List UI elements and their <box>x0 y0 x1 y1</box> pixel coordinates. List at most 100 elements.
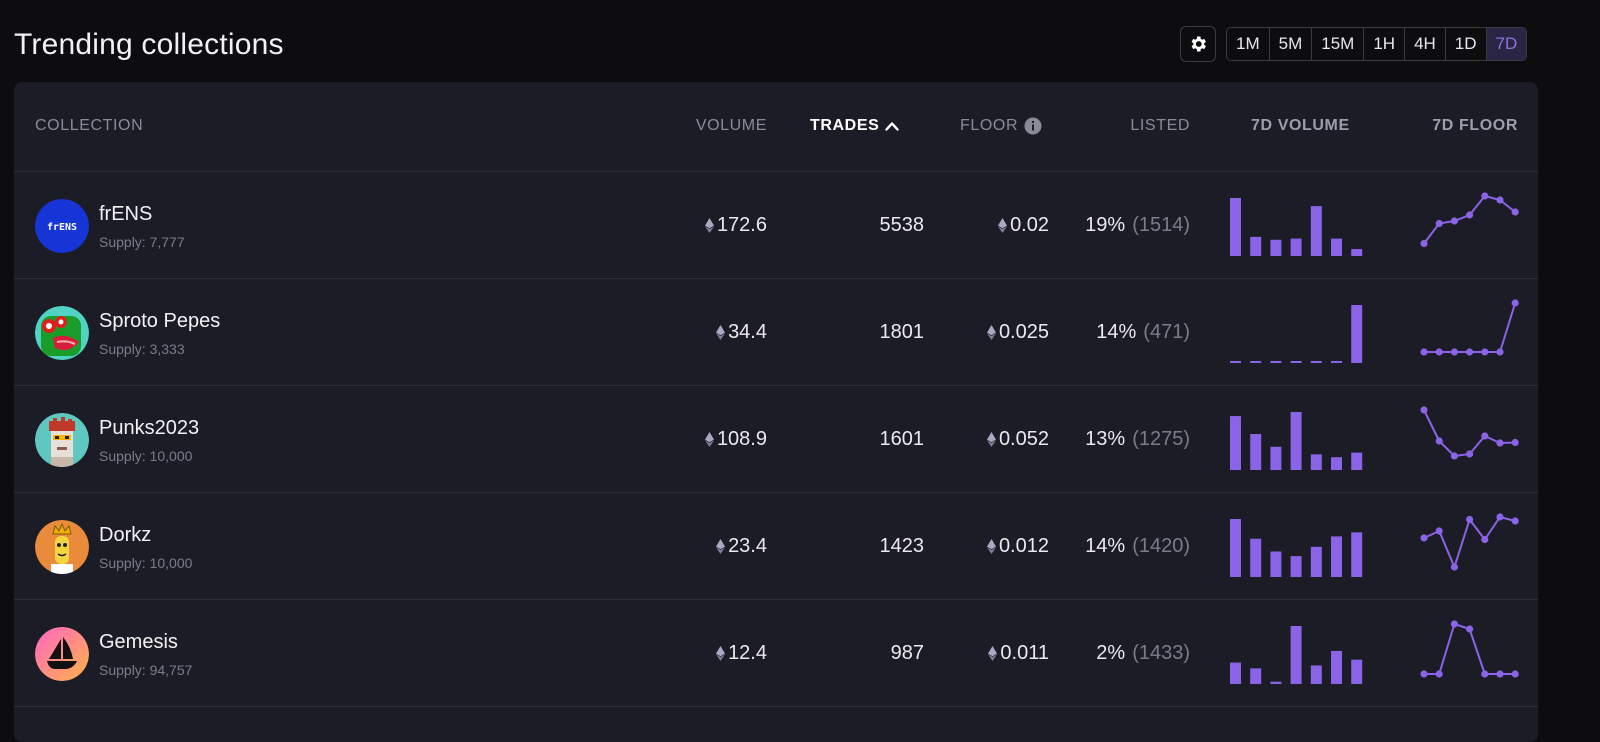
volume-7d-chart[interactable] <box>1226 386 1366 493</box>
column-collection-label: COLLECTION <box>35 117 144 134</box>
volume-cell: 108.9 <box>704 428 767 451</box>
settings-button[interactable] <box>1180 26 1216 62</box>
column-trades[interactable]: TRADES <box>810 117 900 135</box>
volume-value: 12.4 <box>728 642 767 664</box>
listed-cell: 14% (471) <box>1096 321 1190 344</box>
volume-7d-bar <box>1250 236 1262 256</box>
volume-7d-bar <box>1270 681 1282 684</box>
collection-name[interactable]: Sproto Pepes <box>99 310 221 332</box>
floor-7d-point <box>1420 534 1428 542</box>
floor-7d-point <box>1466 450 1474 458</box>
eth-icon <box>986 432 996 447</box>
floor-7d-chart[interactable] <box>1416 600 1528 707</box>
collection-avatar[interactable] <box>35 306 89 360</box>
collection-name[interactable]: frENS <box>99 203 153 225</box>
timeframe-4h[interactable]: 4H <box>1405 28 1446 60</box>
floor-cell: 0.025 <box>986 321 1049 344</box>
floor-7d-point <box>1481 432 1489 440</box>
volume-7d-chart[interactable] <box>1226 172 1366 279</box>
floor-7d-point <box>1481 670 1489 678</box>
floor-7d-point <box>1450 452 1458 460</box>
volume-7d-bar <box>1250 434 1262 470</box>
volume-7d-chart[interactable] <box>1226 600 1366 707</box>
eth-icon <box>716 646 726 661</box>
timeframe-5m[interactable]: 5M <box>1269 28 1313 60</box>
collection-avatar[interactable] <box>35 627 89 681</box>
column-floor[interactable]: FLOOR <box>960 117 1042 135</box>
floor-7d-point <box>1450 217 1458 225</box>
volume-7d-bar <box>1270 446 1282 470</box>
floor-cell: 0.02 <box>998 214 1049 237</box>
floor-7d-point <box>1481 535 1489 544</box>
collection-avatar[interactable]: frENS <box>35 199 89 253</box>
table-row[interactable]: Sproto Pepes Supply: 3,333 34.4 1801 0.0… <box>14 279 1538 386</box>
listed-percent: 14% <box>1096 321 1137 343</box>
timeframe-15m[interactable]: 15M <box>1312 28 1365 60</box>
column-collection[interactable]: COLLECTION <box>35 117 143 135</box>
listed-cell: 14% (1420) <box>1085 535 1190 558</box>
volume-7d-bar <box>1310 665 1322 684</box>
floor-7d-point <box>1420 348 1428 356</box>
column-volume[interactable]: VOLUME <box>696 117 767 135</box>
trades-value: 1801 <box>879 321 925 343</box>
floor-7d-point <box>1511 517 1519 525</box>
listed-count: (1514) <box>1132 214 1190 236</box>
floor-7d-point <box>1496 348 1504 356</box>
volume-7d-bar <box>1351 659 1363 684</box>
volume-7d-bar <box>1290 361 1302 363</box>
floor-7d-chart[interactable] <box>1416 172 1528 279</box>
volume-7d-bar <box>1230 519 1241 577</box>
table-row[interactable]: Dorkz Supply: 10,000 23.4 1423 0.012 14%… <box>14 493 1538 600</box>
trades-cell: 987 <box>891 642 924 665</box>
floor-cell: 0.012 <box>986 535 1049 558</box>
floor-7d-line <box>1424 302 1517 353</box>
table-row[interactable]: Punks2023 Supply: 10,000 108.9 1601 0.05… <box>14 386 1538 493</box>
trades-cell: 1423 <box>880 535 925 558</box>
collection-name[interactable]: Gemesis <box>99 631 178 653</box>
floor-7d-point <box>1466 348 1474 356</box>
collection-supply: Supply: 7,777 <box>99 234 185 250</box>
timeframe-1h[interactable]: 1H <box>1364 28 1406 60</box>
floor-7d-point <box>1435 527 1443 535</box>
table-row[interactable]: frENS frENS Supply: 7,777 172.6 5538 0.0… <box>14 172 1538 279</box>
column-listed[interactable]: LISTED <box>1130 117 1190 135</box>
trades-cell: 5538 <box>880 214 925 237</box>
floor-7d-chart[interactable] <box>1416 493 1528 600</box>
volume-value: 23.4 <box>728 535 767 557</box>
volume-7d-chart[interactable] <box>1226 493 1366 600</box>
floor-7d-point <box>1481 192 1489 200</box>
floor-7d-chart[interactable] <box>1416 279 1528 386</box>
floor-7d-point <box>1435 670 1443 678</box>
timeframe-7d[interactable]: 7D <box>1486 28 1527 60</box>
volume-7d-bar <box>1331 238 1342 256</box>
volume-7d-bar <box>1270 239 1282 256</box>
info-icon[interactable] <box>1024 117 1042 135</box>
volume-value: 34.4 <box>728 321 767 343</box>
timeframe-1m[interactable]: 1M <box>1227 28 1270 60</box>
volume-7d-bar <box>1250 361 1262 363</box>
floor-value: 0.011 <box>1000 642 1049 664</box>
volume-7d-bar <box>1351 305 1363 363</box>
column-7d-volume[interactable]: 7D VOLUME <box>1251 117 1350 135</box>
floor-7d-point <box>1450 563 1458 571</box>
column-7d-floor[interactable]: 7D FLOOR <box>1432 117 1518 135</box>
collection-avatar[interactable] <box>35 413 89 467</box>
collection-name[interactable]: Dorkz <box>99 524 152 546</box>
volume-7d-chart[interactable] <box>1226 279 1366 386</box>
collection-avatar[interactable] <box>35 520 89 574</box>
floor-7d-chart[interactable] <box>1416 386 1528 493</box>
avatar-text: frENS <box>47 222 77 233</box>
column-7d-floor-label: 7D FLOOR <box>1432 117 1518 134</box>
timeframe-1d[interactable]: 1D <box>1445 28 1487 60</box>
floor-7d-point <box>1466 625 1474 633</box>
collection-name[interactable]: Punks2023 <box>99 417 200 439</box>
floor-7d-point <box>1450 348 1458 356</box>
eth-icon <box>704 432 714 447</box>
column-trades-label: TRADES <box>810 117 880 134</box>
floor-cell: 0.011 <box>988 642 1049 665</box>
listed-count: (1433) <box>1132 642 1190 664</box>
listed-percent: 13% <box>1085 428 1126 450</box>
floor-value: 0.012 <box>998 535 1049 557</box>
table-row[interactable]: Gemesis Supply: 94,757 12.4 987 0.011 2%… <box>14 600 1538 707</box>
volume-7d-bar <box>1250 668 1262 684</box>
